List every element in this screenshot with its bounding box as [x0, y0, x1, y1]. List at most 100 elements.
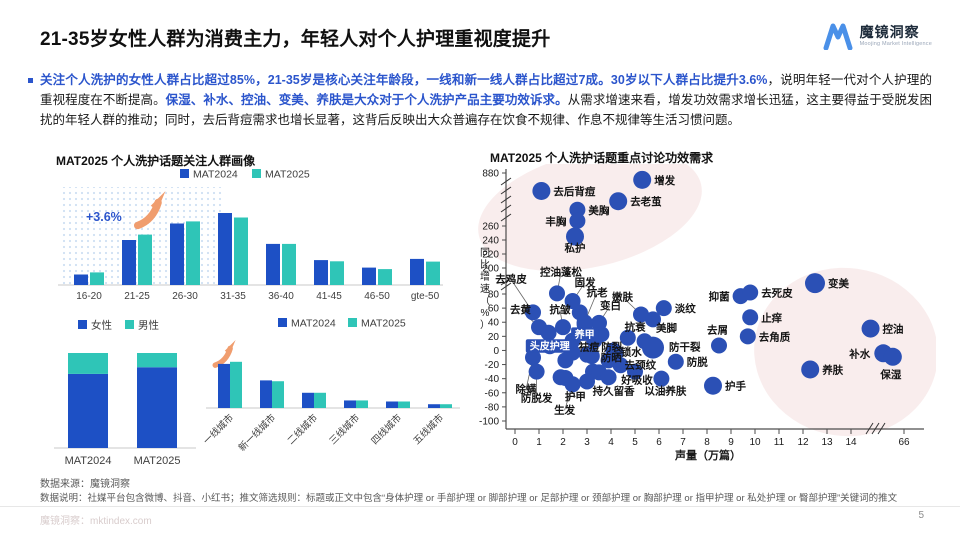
scatter-bubble [883, 347, 902, 366]
annotation-growth: +3.6% [86, 210, 122, 224]
scatter-bubble [583, 348, 600, 365]
bar-mat2024 [74, 274, 88, 285]
bar-mat2025 [234, 217, 248, 285]
scatter-point-label: 去黄 [510, 303, 531, 316]
scatter-point-label: 除螨 [516, 383, 537, 396]
scatter-point-label: 控油蓬松 [540, 265, 582, 278]
scatter-point-label: 固发 [575, 276, 597, 289]
efficacy-scatter-chart: 880 260 240 220 200 80 60 40 20 0 -20 -40 -60 -80 -100… [478, 148, 938, 467]
scatter-chart-svg: 880260240220200806040200-20-40-60-80-100… [478, 148, 938, 462]
y-tick-label: 220 [482, 250, 499, 261]
scatter-bubble [609, 192, 628, 211]
bar-male [68, 353, 108, 374]
scatter-point-label: 止痒 [761, 311, 782, 324]
bar-mat2024 [266, 243, 280, 285]
scatter-point-label: 补水 [848, 347, 871, 360]
legend-label: MAT2024 [193, 169, 238, 181]
scatter-bubble [591, 314, 607, 331]
summary-text: 从需求增速来看，增发功效需求增长迅猛，这主要得益于受脱发困扰的年轻人群的推动；同… [40, 93, 932, 127]
bar-mat2025 [272, 381, 284, 408]
scatter-bubble [739, 328, 756, 345]
x-tick-label: 1 [536, 437, 542, 448]
x-tick-label: 9 [728, 437, 734, 448]
scatter-badge [571, 327, 599, 341]
bar-mat2025 [330, 261, 344, 285]
scatter-point-label: 养肤 [821, 363, 843, 376]
logo-subtitle: Moojing Market Intelligence [859, 40, 932, 47]
scatter-point-label: 去颈纹 [625, 358, 657, 371]
scatter-badge-label: 头皮护理 [530, 340, 570, 353]
scatter-point-label: 控油 [883, 323, 904, 336]
bar-mat2025 [440, 404, 452, 408]
x-tick-label: 16-20 [76, 291, 102, 302]
scatter-bubble [805, 273, 825, 294]
bar-mat2024 [122, 240, 136, 285]
y-tick-label: 20 [488, 332, 500, 343]
x-tick-label: MAT2024 [65, 455, 112, 467]
scatter-bubble [525, 349, 541, 366]
scatter-point-label: 防脱 [687, 356, 708, 369]
gender-chart-svg: 女性 男性 MAT2024 MAT2025 [54, 319, 196, 467]
x-axis-label: 声量（万篇） [674, 448, 741, 462]
scatter-bubble [612, 357, 629, 374]
x-tick-label: 11 [774, 437, 785, 448]
gender-stacked-chart: 女性 男性 MAT2024 MAT2025 [40, 318, 210, 481]
scatter-bubble [861, 319, 880, 338]
x-tick-label: 14 [845, 437, 857, 448]
data-source-line: 数据来源：魔镜洞察 [40, 479, 130, 490]
scatter-point-label: 护甲 [565, 390, 586, 403]
summary-text: ，说明年轻一代对个人护理的重视程度在不断提高。 [40, 73, 932, 107]
scatter-badge-label: 养甲 [574, 328, 595, 341]
bar-mat2024 [170, 223, 184, 285]
footer-divider [0, 506, 960, 507]
legend-swatch [125, 320, 134, 329]
y-tick-label: 880 [482, 169, 499, 180]
scatter-bubble [555, 319, 571, 336]
scatter-point-label: 去死皮 [761, 286, 793, 299]
x-tick-label: 46-50 [364, 291, 390, 302]
legend-swatch [78, 320, 87, 329]
y-tick-label: 260 [482, 222, 499, 233]
y-tick-label: 60 [488, 304, 500, 315]
scatter-point-label: 生发 [554, 403, 576, 416]
summary-highlight-text: 保湿、补水、控油、变美、养肤是大众对于个人洗护产品主要功效诉求。 [165, 93, 568, 107]
left-section-title: MAT2025 个人洗护话题关注人群画像 [56, 154, 256, 168]
x-tick-label: 10 [749, 437, 761, 448]
scatter-point-label: 丰胸 [545, 215, 566, 228]
x-tick-label: 36-40 [268, 291, 294, 302]
x-tick-label: 8 [704, 437, 710, 448]
legend-label: 男性 [138, 319, 159, 332]
scatter-point-label: 美胸 [588, 204, 609, 217]
scatter-bubble [642, 336, 664, 359]
scatter-bubble [564, 376, 581, 393]
x-tick-label: gte-50 [411, 291, 440, 302]
scatter-bubble [742, 309, 759, 326]
bar-mat2024 [386, 401, 398, 408]
bar-mat2024 [410, 258, 424, 285]
x-tick-label: 二线城市 [285, 411, 321, 447]
logo-m-icon [823, 23, 853, 50]
scatter-point-label: 防晒 [601, 351, 622, 364]
age-bar-chart: MAT2024 MAT2025 16-20 21-25 26-30 31-35 36-40 4… [38, 167, 458, 318]
scatter-bubble [619, 329, 636, 346]
bar-mat2025 [90, 272, 104, 285]
y-tick-label: 40 [488, 318, 500, 329]
x-tick-label: 新一线城市 [236, 411, 278, 453]
legend-swatch [180, 169, 189, 178]
x-tick-label: 13 [821, 437, 833, 448]
scatter-bubble [569, 212, 586, 229]
scatter-bubble [532, 181, 551, 200]
logo-brand-text: 魔镜洞察 [859, 24, 920, 41]
bar-mat2025 [314, 392, 326, 408]
legend-swatch [278, 318, 287, 327]
scatter-point-label: 持久留香 [593, 384, 635, 397]
x-tick-label: 6 [656, 437, 662, 448]
age-chart-svg: MAT2024 MAT2025 16-20 21-25 26-30 31-35 36-40 4… [58, 169, 443, 302]
scatter-bubble [564, 293, 581, 310]
scatter-point-label: 增发 [654, 174, 675, 187]
bar-mat2024 [218, 363, 230, 408]
page-title: 21-35岁女性人群为消费主力，年轻人对个人护理重视度提升 [40, 29, 551, 50]
scatter-bubble [579, 373, 595, 390]
y-tick-label: 240 [482, 236, 499, 247]
